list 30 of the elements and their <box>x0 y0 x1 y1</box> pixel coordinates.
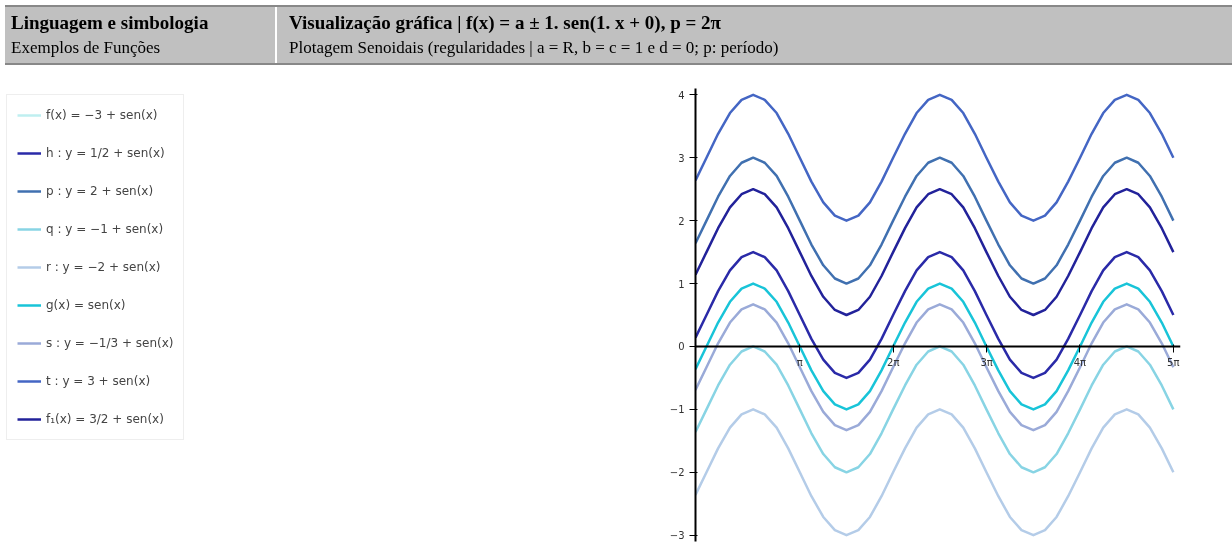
y-tick-label: 0 <box>678 341 685 353</box>
x-tick-label: 4π <box>1073 357 1087 369</box>
legend-label: p : y = 2 + sen(x) <box>46 184 154 198</box>
text: Linguagem e simbologia <box>11 11 210 35</box>
y-tick-label: −2 <box>669 467 685 479</box>
y-tick-label: 2 <box>678 215 685 227</box>
line-series <box>695 156 1175 285</box>
y-tick-label: 4 <box>678 89 685 101</box>
legend-label: f(x) = −3 + sen(x) <box>46 108 158 122</box>
x-tick-label: 3π <box>980 357 993 369</box>
y-tick-label: 1 <box>678 278 685 290</box>
y-tick-label: −3 <box>669 530 685 542</box>
x-tick-label: π <box>796 357 803 369</box>
y-tick-label: 3 <box>678 152 685 164</box>
x-tick-label: 2π <box>887 357 900 369</box>
legend-label: g(x) = sen(x) <box>46 298 126 312</box>
legend-label: s : y = −1/3 + sen(x) <box>46 336 174 350</box>
legend-label: q : y = −1 + sen(x) <box>46 222 164 236</box>
text: Plotagem Senoidais (regularidades | a = R, b = c = 1 e d = 0; p: período) <box>289 37 779 60</box>
x-tick-label: 5π <box>1167 357 1180 369</box>
y-tick-label: −1 <box>669 404 685 416</box>
line-series <box>695 408 1175 537</box>
legend-label: t : y = 3 + sen(x) <box>46 374 151 388</box>
line-series <box>695 93 1175 222</box>
legend-label: h : y = 1/2 + sen(x) <box>46 146 165 160</box>
legend-label: f₁(x) = 3/2 + sen(x) <box>46 412 164 426</box>
legend-label: r : y = −2 + sen(x) <box>46 260 161 274</box>
line-series <box>695 187 1175 317</box>
text: Visualização gráfica | f(x) = a ± 1. sen(1. x + 0), p = 2π <box>289 11 722 35</box>
text: Exemplos de Funções <box>11 37 162 60</box>
